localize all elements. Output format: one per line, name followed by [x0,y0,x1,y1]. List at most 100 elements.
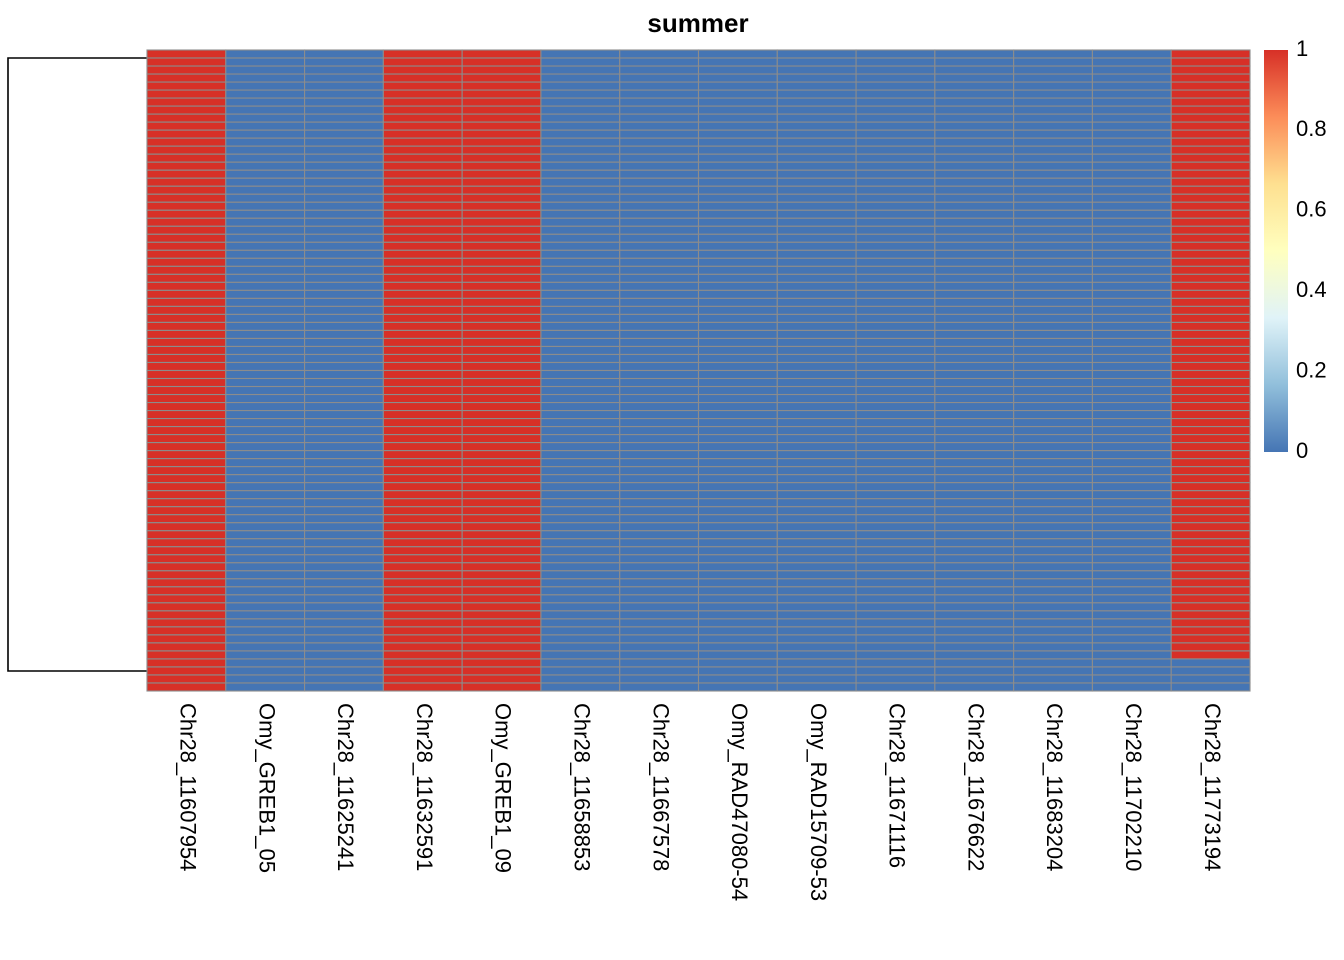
heatmap-cell [1091,65,1172,75]
heatmap-cell [934,377,1015,388]
heatmap-cell [146,105,227,115]
heatmap-cell [382,410,463,420]
heatmap-cell [776,121,857,131]
heatmap-cell [776,562,857,572]
heatmap-cell [146,361,227,372]
heatmap-cell [304,169,384,179]
heatmap-cell [461,65,542,75]
heatmap-cell [934,129,1015,139]
heatmap-cell [146,81,227,91]
heatmap-cell [382,650,463,660]
heatmap-cell [304,353,384,364]
heatmap-cell [855,97,936,107]
heatmap-cell [1091,233,1172,243]
heatmap-cell [1170,73,1251,83]
heatmap-cell [1170,434,1251,444]
heatmap-cell [1013,209,1093,219]
heatmap-cell [382,482,463,492]
heatmap-cell [540,289,621,299]
heatmap-cell [540,113,621,123]
heatmap-cell [776,137,857,147]
heatmap-cell [225,434,306,444]
column-labels: Chr28_11607954 Omy_GREB1_05 Chr28_11625241… [176,703,1225,901]
heatmap-cell [934,353,1015,364]
heatmap-cell [934,618,1015,628]
heatmap-cell [1091,137,1172,147]
heatmap-cell [855,353,936,364]
heatmap-cell [855,49,936,59]
heatmap-cell [1013,361,1093,372]
heatmap-cell [382,586,463,596]
heatmap-cell [146,618,227,628]
heatmap-cell [225,682,306,692]
heatmap-cell [619,674,700,684]
heatmap-cell [1091,506,1172,516]
heatmap-cell [461,458,542,468]
chart-title: summer [647,8,748,38]
heatmap-cell [619,666,700,676]
heatmap-cell [304,458,384,468]
heatmap-cell [1091,474,1172,484]
heatmap-cell [1091,658,1172,668]
heatmap-cell [1013,618,1093,628]
heatmap-cell [1013,538,1093,548]
heatmap-cell [146,129,227,139]
heatmap-cell [382,81,463,91]
heatmap-cell [540,658,621,668]
column-label: Chr28_11632591 [412,703,437,871]
heatmap-cell [1170,514,1251,524]
heatmap-cell [1170,586,1251,596]
heatmap-cell [1170,361,1251,372]
heatmap-cell [304,241,384,251]
column-label: Omy_GREB1_05 [254,703,279,873]
column-label: Omy_GREB1_09 [491,703,516,873]
heatmap-cell [855,418,936,428]
heatmap-cell [1013,161,1093,171]
heatmap-cell [461,265,542,275]
heatmap-cell [934,570,1015,580]
heatmap-cell [225,313,306,323]
heatmap-cell [146,233,227,243]
heatmap-cell [1013,530,1093,540]
heatmap-cell [225,426,306,436]
heatmap-cell [1091,410,1172,420]
heatmap-cell [146,506,227,516]
heatmap-cell [1013,442,1093,452]
heatmap-cell [776,65,857,75]
heatmap-cell [855,177,936,187]
heatmap-cell [855,442,936,452]
heatmap-cell [697,265,778,275]
heatmap-cell [225,626,306,636]
heatmap-cell [540,369,621,380]
heatmap-cell [619,217,700,227]
heatmap-cell [461,642,542,652]
heatmap-cell [1091,570,1172,580]
heatmap-cell [619,49,700,59]
heatmap-cell [1170,217,1251,227]
heatmap-cell [619,642,700,652]
heatmap-cell [1013,578,1093,588]
heatmap-cell [461,474,542,484]
heatmap-cell [1091,522,1172,532]
heatmap-cell [461,329,542,340]
heatmap-cell [540,682,621,692]
heatmap-cell [776,305,857,315]
heatmap-cell [776,410,857,420]
heatmap-cell [1091,145,1172,155]
heatmap-cell [1091,321,1172,331]
heatmap-cell [697,321,778,331]
heatmap-cell [1013,201,1093,211]
heatmap-cell [1091,578,1172,588]
heatmap-cell [1013,217,1093,227]
heatmap-cell [225,73,306,83]
heatmap-cell [934,257,1015,267]
heatmap-cell [540,209,621,219]
heatmap-cell [855,450,936,460]
heatmap-cell [1013,313,1093,323]
heatmap-cell [1091,249,1172,259]
heatmap-cell [776,385,857,396]
heatmap-cell [382,578,463,588]
heatmap-cell [619,538,700,548]
heatmap-cell [1013,554,1093,564]
heatmap-cell [540,578,621,588]
